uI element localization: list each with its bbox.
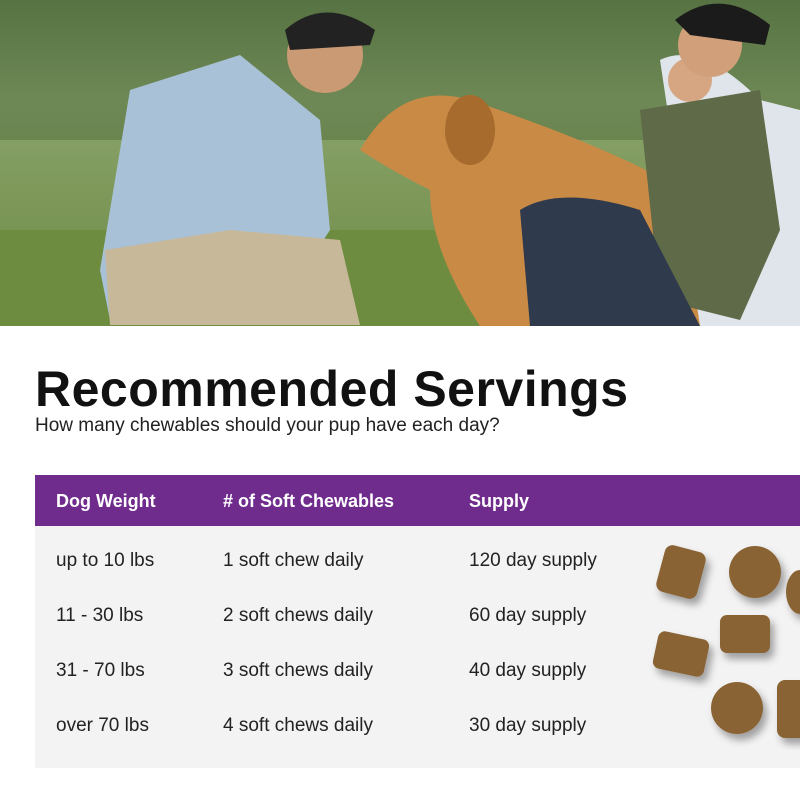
- cell-supply: 40 day supply: [469, 660, 587, 681]
- page-title: Recommended Servings: [35, 361, 629, 417]
- dog-and-people-photo: [0, 0, 800, 326]
- hero-photo: [0, 0, 800, 326]
- header-dog-weight: Dog Weight: [56, 491, 156, 511]
- table-row: up to 10 lbs 1 soft chew daily 120 day s…: [35, 550, 635, 580]
- header-supply: Supply: [469, 491, 530, 511]
- page-subtitle: How many chewables should your pup have …: [35, 415, 500, 436]
- servings-table: Dog Weight # of Soft Chewables Supply up…: [35, 475, 800, 768]
- header-soft-chewables: # of Soft Chewables: [223, 491, 395, 511]
- cell-chews: 3 soft chews daily: [223, 660, 373, 681]
- cell-supply: 120 day supply: [469, 550, 597, 571]
- cell-supply: 30 day supply: [469, 715, 587, 736]
- cell-weight: 11 - 30 lbs: [56, 605, 144, 626]
- cell-weight: up to 10 lbs: [56, 550, 155, 571]
- table-row: over 70 lbs 4 soft chews daily 30 day su…: [35, 715, 635, 745]
- cell-chews: 4 soft chews daily: [223, 715, 373, 736]
- cell-weight: 31 - 70 lbs: [56, 660, 145, 681]
- cell-chews: 2 soft chews daily: [223, 605, 373, 626]
- soft-chews-image: [652, 545, 800, 738]
- table-row: 11 - 30 lbs 2 soft chews daily 60 day su…: [35, 605, 635, 635]
- cell-chews: 1 soft chew daily: [223, 550, 364, 571]
- cell-supply: 60 day supply: [469, 605, 587, 626]
- table-header: Dog Weight # of Soft Chewables Supply: [35, 475, 800, 526]
- table-row: 31 - 70 lbs 3 soft chews daily 40 day su…: [35, 660, 635, 690]
- cell-weight: over 70 lbs: [56, 715, 149, 736]
